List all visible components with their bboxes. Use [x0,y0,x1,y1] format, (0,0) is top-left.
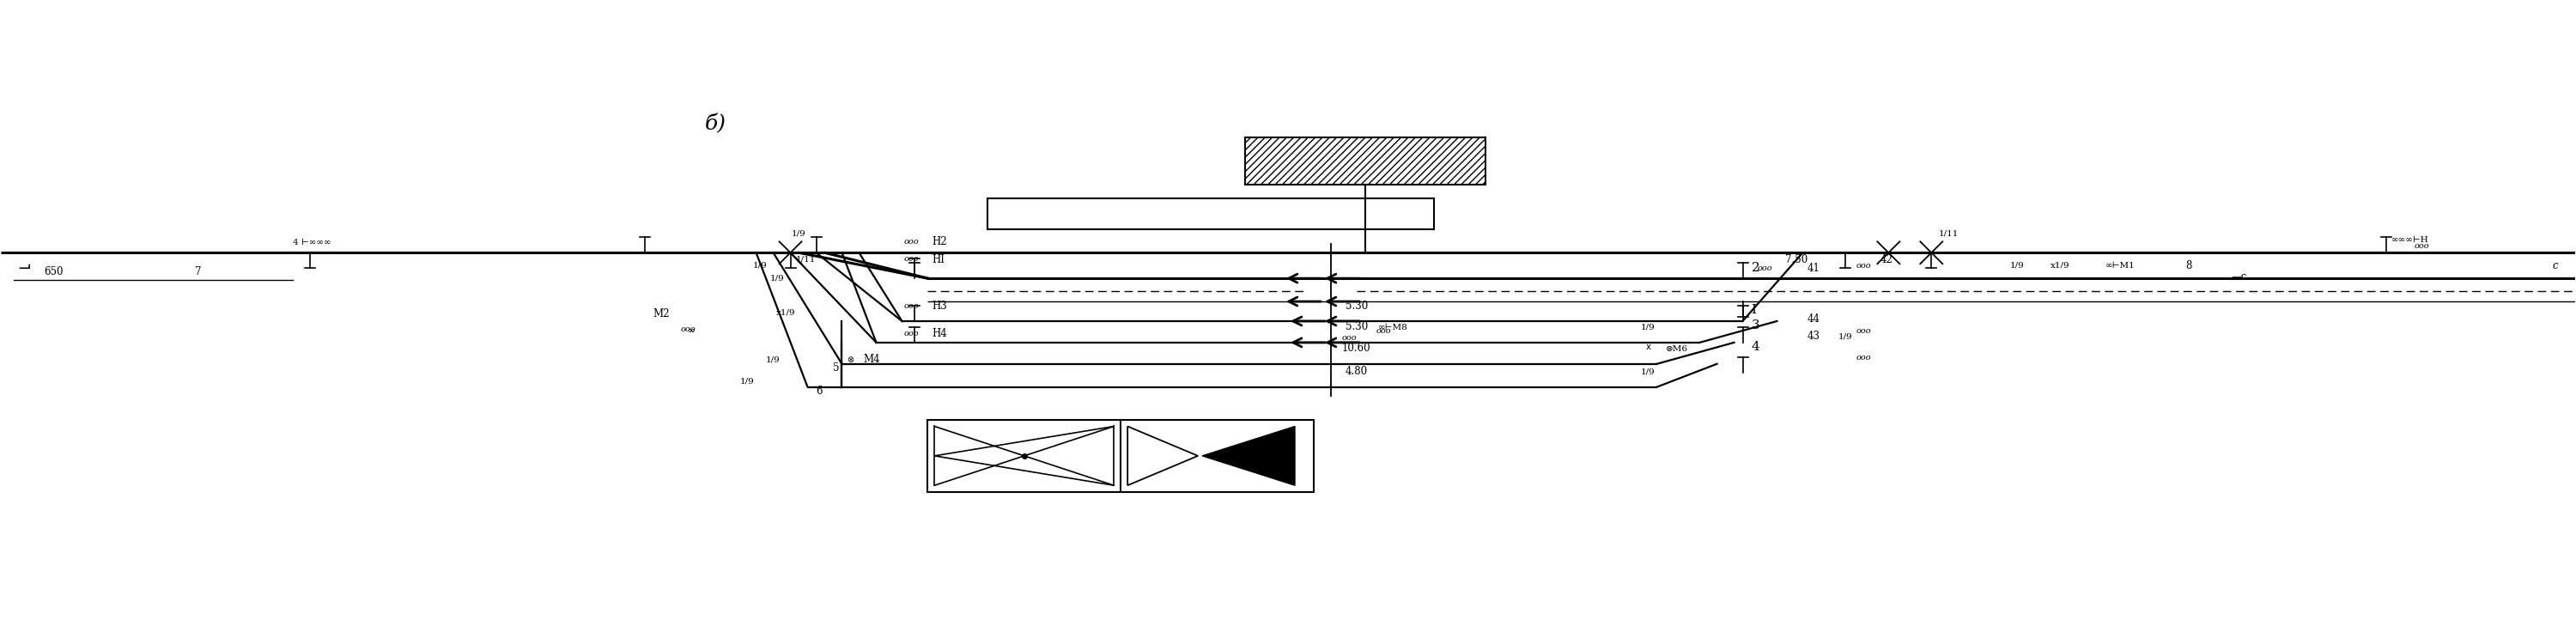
Text: 7.50: 7.50 [1785,254,1808,265]
Text: 4 ⊢∞∞∞: 4 ⊢∞∞∞ [294,239,332,246]
Bar [1244,137,1486,184]
Text: ooo: ooo [2414,242,2429,250]
Text: 1/9: 1/9 [765,356,781,364]
Text: ⌐: ⌐ [13,257,28,274]
Text: ∞⊢M1: ∞⊢M1 [2105,262,2136,269]
Text: 1/11: 1/11 [1940,230,1958,238]
Text: c: c [2553,260,2558,271]
Text: 1/9: 1/9 [752,262,768,269]
Text: HI: HI [933,254,945,265]
Text: ooo: ooo [904,238,920,245]
Text: 10.60: 10.60 [1342,343,1370,354]
Text: x1/9: x1/9 [2050,262,2069,269]
Text: ooo: ooo [904,302,920,310]
Text: 5.30: 5.30 [1345,322,1368,332]
Text: ooo: ooo [1857,327,1870,336]
Text: 5.30: 5.30 [1345,300,1368,311]
Text: 4.80: 4.80 [1345,366,1368,377]
Text: 1/9: 1/9 [791,230,806,238]
Text: ooo: ooo [1376,327,1391,336]
Polygon shape [1203,426,1296,485]
Text: 42: 42 [1880,254,1893,265]
Text: 650: 650 [44,266,64,277]
Text: 43: 43 [1806,331,1819,342]
Text: 1/9: 1/9 [1839,332,1852,341]
Text: ooo: ooo [904,255,920,262]
Text: 1/9: 1/9 [2009,262,2025,269]
Text: ooo: ooo [1857,262,1870,269]
Text: M4: M4 [863,354,881,365]
Text: ooo: ooo [680,326,696,334]
Text: 41: 41 [1806,262,1819,274]
Text: ∞∞∞⊢H: ∞∞∞⊢H [2391,236,2429,244]
Text: H3: H3 [933,300,948,311]
Text: ooo: ooo [904,330,920,338]
Text: M2: M2 [654,308,670,319]
Bar [927,419,1314,492]
Text: —c: —c [2231,271,2246,282]
Text: x1/9: x1/9 [775,309,796,316]
Bar [987,198,1435,230]
Text: 1/9: 1/9 [739,377,755,385]
Text: 7: 7 [196,266,201,277]
Text: б): б) [706,115,726,135]
Text: x: x [1646,342,1651,351]
Text: ⊗: ⊗ [848,356,855,364]
Text: 1/9: 1/9 [1641,367,1656,376]
Text: 8: 8 [2184,260,2192,271]
Text: ooo: ooo [1342,334,1358,342]
Text: 5: 5 [832,362,840,374]
Text: H4: H4 [933,329,948,339]
Text: ooo: ooo [1857,354,1870,362]
Text: 44: 44 [1806,314,1819,324]
Text: H2: H2 [933,236,948,247]
Text: 1/9: 1/9 [1641,323,1656,331]
Text: ooo: ooo [1757,264,1772,272]
Text: I: I [1752,304,1757,316]
Text: ⊗M6: ⊗M6 [1667,346,1687,353]
Text: 4: 4 [1752,341,1759,353]
Text: 1/11: 1/11 [796,255,817,264]
Text: 1/9: 1/9 [770,274,786,282]
Text: 3: 3 [1752,319,1759,331]
Text: ∞: ∞ [688,327,696,336]
Text: ∞⊢M8: ∞⊢M8 [1378,324,1409,332]
Text: 6: 6 [817,386,822,397]
Text: 2: 2 [1752,262,1759,274]
